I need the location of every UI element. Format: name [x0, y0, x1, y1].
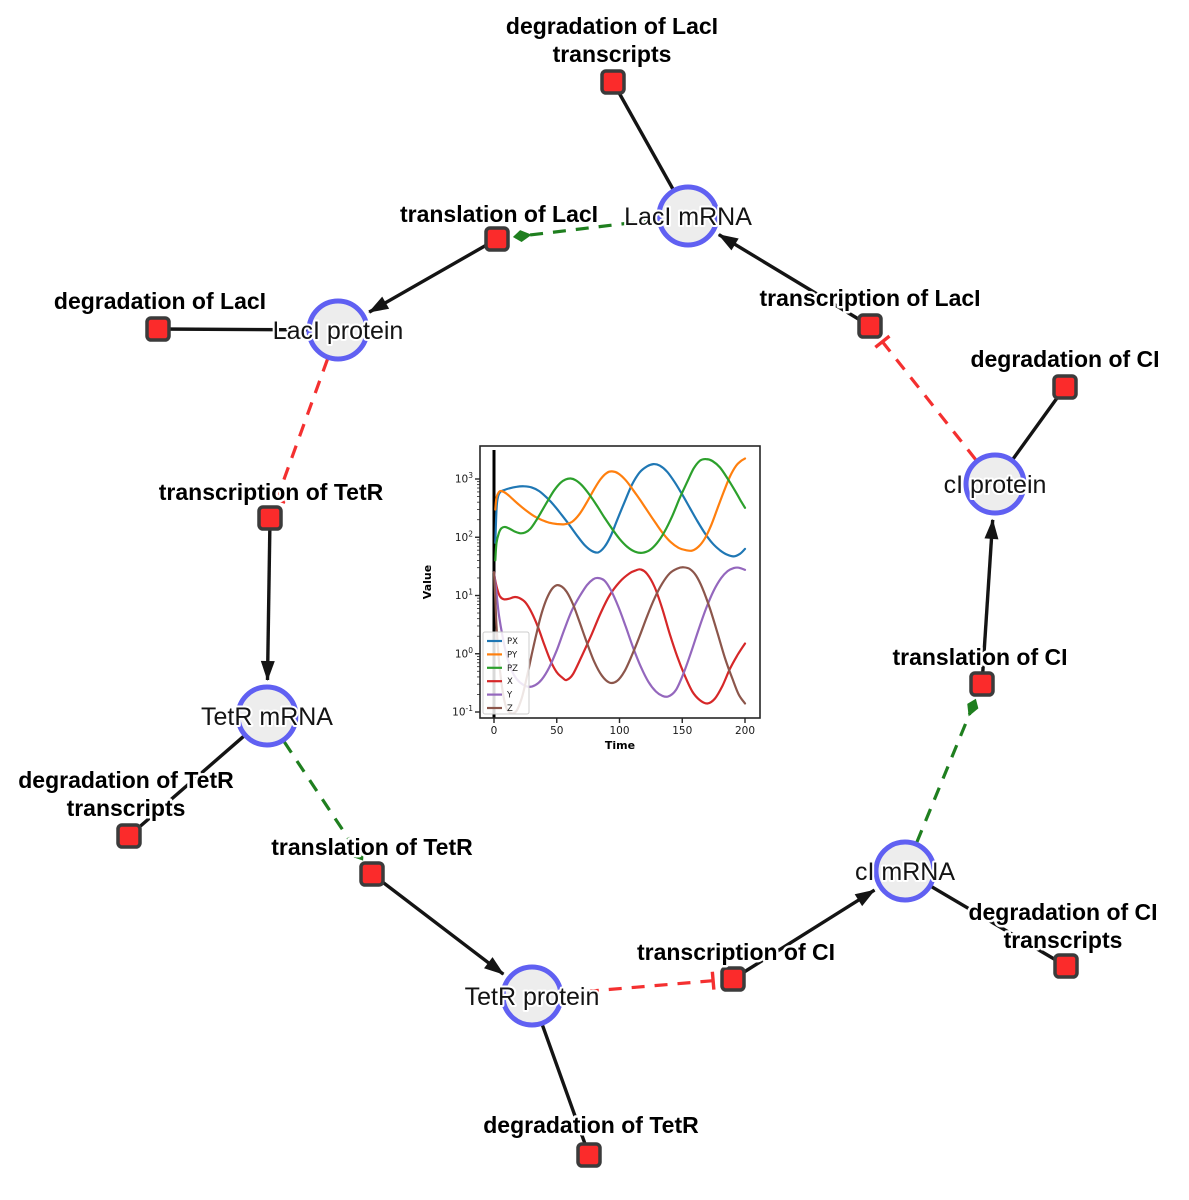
- reaction-label-transl_tetr: translation of TetR: [271, 834, 473, 860]
- species-label-tetr_mrna: TetR mRNA: [201, 703, 333, 731]
- edge-laci_protein-tc_tetr: [267, 358, 330, 504]
- reaction-label-tc_laci: transcription of LacI: [759, 285, 980, 311]
- reaction-node-tc_ci: [720, 966, 746, 992]
- reaction-label-transl_ci: translation of CI: [892, 644, 1067, 670]
- edge-ci_protein-tc_laci: [874, 334, 978, 461]
- species-node-tetr_protein: [500, 964, 564, 1028]
- chart-y-tick-label: 10-1: [452, 704, 473, 719]
- reaction-label-deg_tetr: degradation of TetR: [483, 1112, 699, 1138]
- reaction-node-deg_laci: [145, 316, 171, 342]
- species-label-ci_mrna: cI mRNA: [855, 858, 955, 886]
- chart-x-tick-label: 150: [672, 725, 692, 737]
- chart-y-tick-label: 102: [455, 529, 473, 544]
- reaction-label-deg_tetr_tx: degradation of TetR transcripts: [18, 767, 234, 821]
- network-labels: LacI mRNA LacI protein cI protein TetR mRNA…: [16, 11, 1162, 1141]
- reaction-node-tc_laci: [857, 313, 883, 339]
- edge-transl_laci-laci_protein: [368, 237, 498, 314]
- legend-label-PZ: PZ: [507, 664, 518, 674]
- reaction-label-deg_laci_tx: degradation of LacI transcripts: [506, 13, 718, 67]
- chart-legend-box: [482, 631, 530, 715]
- species-node-tetr_mrna: [235, 684, 299, 748]
- chart-y-tick-label: 101: [455, 588, 473, 603]
- reaction-node-deg_laci_tx: [600, 69, 626, 95]
- chart-y-axis-title: Value: [421, 565, 434, 599]
- reaction-node-deg_tetr_tx: [116, 823, 142, 849]
- edge-tetr_protein-tc_ci: [562, 971, 716, 995]
- reaction-label-deg_laci: degradation of LacI: [54, 288, 266, 314]
- chart-y-tick-label: 100: [455, 646, 473, 661]
- chart-x-axis-title: Time: [605, 739, 635, 752]
- chart-series-PX: [494, 462, 747, 558]
- chart-x-tick-label: 200: [735, 725, 755, 737]
- legend-label-PY: PY: [507, 650, 518, 660]
- reaction-label-deg_ci_tx: degradation of CI transcripts: [968, 899, 1157, 953]
- edge-tc_tetr-tetr_mrna: [260, 517, 275, 681]
- species-node-laci_mrna: [656, 184, 720, 248]
- chart-x-tick-label: 100: [609, 725, 629, 737]
- species-node-ci_protein: [963, 452, 1027, 516]
- edge-transl_ci-ci_protein: [980, 518, 999, 685]
- reaction-node-transl_tetr: [359, 861, 385, 887]
- chart-x-tick-label: 0: [491, 725, 498, 737]
- reaction-label-deg_ci: degradation of CI: [970, 346, 1159, 372]
- edge-tc_ci-ci_mrna: [732, 888, 876, 981]
- edge-transl_tetr-tetr_protein: [370, 872, 505, 976]
- legend-label-X: X: [507, 677, 513, 687]
- reaction-node-transl_ci: [969, 671, 995, 697]
- species-node-laci_protein: [306, 298, 370, 362]
- chart-series-X: [492, 568, 747, 705]
- chart-x-tick-label: 50: [550, 725, 563, 737]
- edge-tetr_mrna-transl_tetr: [282, 740, 364, 861]
- network-nodes: [116, 69, 1079, 1168]
- species-label-laci_mrna: LacI mRNA: [624, 203, 752, 231]
- edge-laci_mrna-transl_laci: [512, 218, 658, 243]
- species-label-tetr_protein: TetR protein: [465, 983, 600, 1011]
- legend-label-Z: Z: [507, 704, 513, 714]
- species-label-ci_protein: cI protein: [944, 471, 1047, 499]
- edge-tc_laci-laci_mrna: [717, 233, 871, 328]
- species-label-laci_protein: LacI protein: [273, 317, 404, 345]
- legend-label-Y: Y: [506, 691, 513, 701]
- reaction-label-transl_laci: translation of LacI: [400, 201, 598, 227]
- reaction-label-tc_ci: transcription of CI: [637, 939, 835, 965]
- reaction-label-tc_tetr: transcription of TetR: [159, 479, 384, 505]
- legend-label-PX: PX: [507, 637, 518, 647]
- inset-chart: 0 50 100 150 20010-1100101102103TimeValuePXP…: [421, 445, 761, 752]
- reaction-node-tc_tetr: [257, 505, 283, 531]
- chart-y-tick-label: 103: [455, 471, 473, 486]
- reaction-node-deg_tetr: [576, 1142, 602, 1168]
- reaction-node-deg_ci_tx: [1053, 953, 1079, 979]
- species-node-ci_mrna: [873, 839, 937, 903]
- edge-ci_mrna-transl_ci: [915, 698, 979, 843]
- reaction-node-transl_laci: [484, 226, 510, 252]
- chart-legend: PX PY PZ XYZ: [482, 631, 530, 715]
- chart-series-PY: [494, 457, 747, 552]
- reaction-node-deg_ci: [1052, 374, 1078, 400]
- chart-series-PZ: [494, 457, 747, 562]
